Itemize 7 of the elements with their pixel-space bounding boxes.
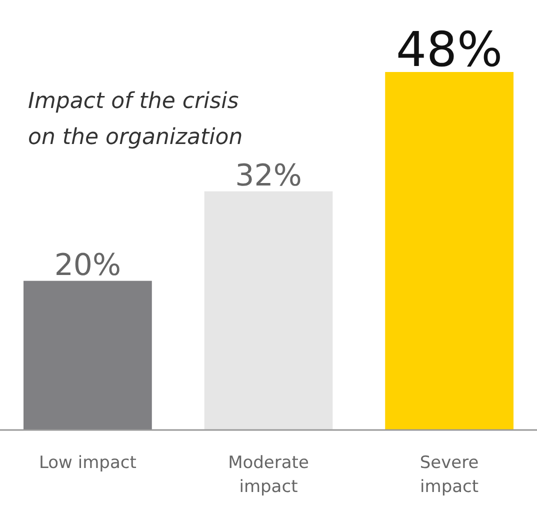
data-label: 20% bbox=[54, 248, 122, 283]
x-tick-label: Severe impact bbox=[420, 453, 479, 497]
x-tick-label: Moderate impact bbox=[228, 453, 309, 497]
text: Impact of the crisis on the organization bbox=[28, 89, 243, 150]
data-label: 32% bbox=[235, 158, 302, 194]
data-label: 48% bbox=[396, 22, 503, 78]
x-tick-label: Low impact bbox=[38, 453, 137, 473]
